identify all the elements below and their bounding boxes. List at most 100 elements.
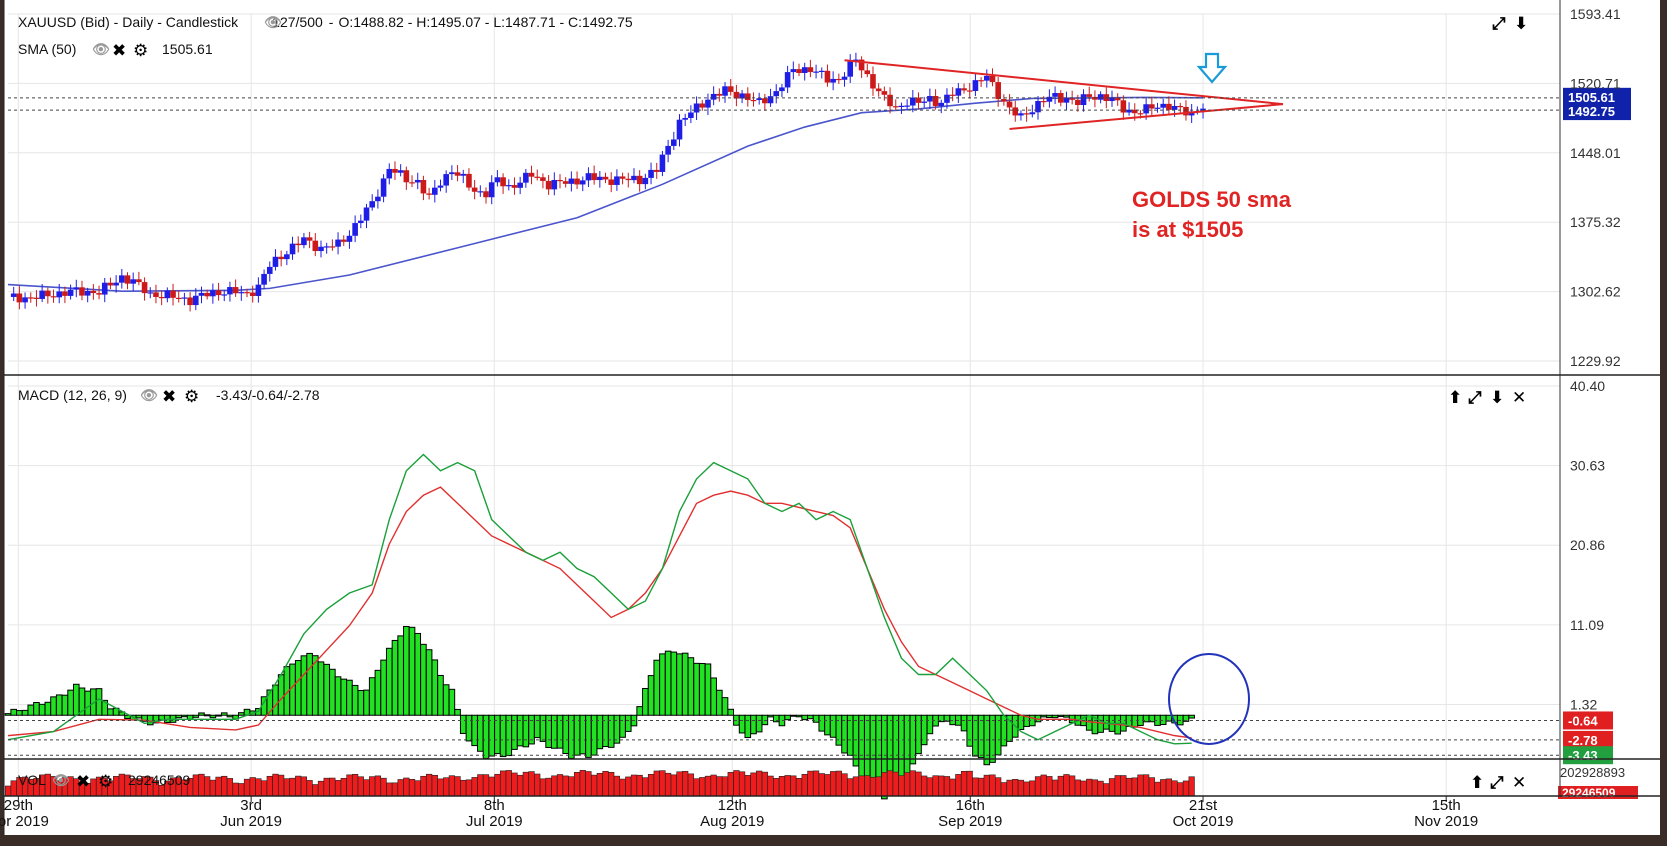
macd-histogram-bar bbox=[915, 714, 922, 755]
candle-body bbox=[22, 297, 28, 303]
candle-body bbox=[204, 292, 210, 297]
candle-body bbox=[471, 187, 478, 192]
macd-eye-icon[interactable]: 👁 bbox=[140, 388, 158, 404]
candle-body bbox=[1177, 105, 1184, 108]
candle-body bbox=[369, 201, 376, 208]
volume-bar bbox=[363, 779, 370, 797]
candle-body bbox=[966, 90, 973, 92]
candle-body bbox=[875, 88, 882, 92]
candle-body bbox=[477, 191, 484, 193]
volume-bar bbox=[784, 775, 791, 797]
sma-eye-icon[interactable]: 👁 bbox=[92, 42, 110, 58]
volume-bar bbox=[289, 777, 296, 797]
volume-bar bbox=[812, 770, 820, 797]
candle-body bbox=[619, 176, 626, 179]
candle-body bbox=[648, 169, 654, 178]
volume-bar bbox=[494, 773, 501, 797]
candle-body bbox=[722, 86, 728, 96]
volume-bar bbox=[10, 780, 17, 797]
x-tick-month: Aug 2019 bbox=[700, 813, 764, 830]
macd-histogram-bar bbox=[681, 652, 689, 716]
macd-histogram-bar bbox=[1188, 714, 1195, 719]
candle-body bbox=[295, 243, 302, 246]
candle-body bbox=[1131, 109, 1138, 114]
sma-remove-icon[interactable]: ✖ bbox=[112, 41, 126, 61]
candle-body bbox=[249, 292, 256, 296]
candle-body bbox=[989, 75, 996, 83]
volume-bar bbox=[431, 774, 438, 797]
volume-bar bbox=[716, 776, 723, 797]
candle-body bbox=[904, 105, 910, 107]
volume-close-icon[interactable]: ✕ bbox=[1512, 773, 1526, 793]
macd-close-icon[interactable]: ✕ bbox=[1512, 388, 1526, 408]
macd-histogram-bar bbox=[812, 714, 820, 723]
volume-move-up-icon[interactable]: ⬆ bbox=[1470, 773, 1484, 793]
candle-body bbox=[551, 179, 558, 190]
volume-bar bbox=[334, 780, 342, 797]
lower-trendline bbox=[1009, 103, 1284, 130]
candle-body bbox=[779, 87, 785, 92]
candle-body bbox=[215, 290, 222, 296]
volume-bar bbox=[260, 780, 268, 797]
macd-settings-gear-icon[interactable]: ⚙ bbox=[184, 387, 199, 407]
volume-eye-icon[interactable]: 👁 bbox=[52, 773, 70, 789]
candle-body bbox=[1120, 100, 1127, 113]
candle-body bbox=[727, 86, 734, 92]
macd-remove-icon[interactable]: ✖ bbox=[162, 387, 176, 407]
macd-histogram-bar bbox=[795, 714, 803, 718]
candle-body bbox=[1109, 98, 1115, 102]
volume-bar bbox=[477, 774, 484, 797]
candle-body bbox=[1114, 98, 1121, 101]
price-move-down-icon[interactable]: ⬇ bbox=[1514, 14, 1528, 34]
candle-body bbox=[301, 237, 307, 246]
volume-bar bbox=[545, 777, 552, 797]
volume-label: VOL bbox=[18, 772, 46, 788]
volume-bar bbox=[323, 777, 330, 797]
macd-histogram-bar bbox=[761, 714, 769, 726]
volume-bar bbox=[346, 774, 353, 797]
macd-histogram-bar bbox=[903, 714, 911, 776]
volume-bar bbox=[710, 774, 717, 797]
candle-body bbox=[278, 256, 284, 260]
volume-bar bbox=[272, 773, 279, 797]
macd-move-up-icon[interactable]: ⬆ bbox=[1448, 388, 1462, 408]
volume-expand-icon[interactable]: ⤢ bbox=[1490, 773, 1504, 793]
sma-settings-gear-icon[interactable]: ⚙ bbox=[133, 41, 148, 61]
volume-settings-gear-icon[interactable]: ⚙ bbox=[98, 772, 113, 792]
candle-body bbox=[528, 172, 535, 177]
volume-bar bbox=[1029, 780, 1036, 797]
macd-expand-icon[interactable]: ⤢ bbox=[1468, 388, 1482, 408]
volume-bar bbox=[1188, 776, 1195, 797]
candle-body bbox=[1149, 104, 1155, 109]
candle-body bbox=[124, 275, 131, 284]
candle-body bbox=[27, 297, 34, 299]
grid-lines bbox=[8, 13, 1560, 796]
volume-remove-icon[interactable]: ✖ bbox=[76, 772, 90, 792]
macd-histogram-bar bbox=[824, 714, 831, 736]
candle-body bbox=[1183, 106, 1189, 116]
price-badge bbox=[1563, 87, 1631, 106]
macd-badge-label: -2.78 bbox=[1568, 733, 1598, 748]
candle-body bbox=[653, 169, 660, 172]
candle-body bbox=[181, 297, 188, 299]
price-expand-icon[interactable]: ⤢ bbox=[1492, 14, 1506, 34]
volume-bar bbox=[1165, 778, 1172, 797]
macd-histogram-bar bbox=[380, 659, 387, 716]
visibility-eye-icon[interactable]: 👁 bbox=[264, 15, 282, 31]
candle-body bbox=[608, 179, 615, 185]
candle-body bbox=[1040, 101, 1047, 103]
macd-histogram-bar bbox=[175, 714, 183, 719]
candle-body bbox=[488, 182, 495, 198]
candle-body bbox=[591, 173, 597, 181]
candle-body bbox=[312, 240, 319, 252]
volume-bar bbox=[1120, 775, 1127, 797]
candle-body bbox=[1012, 107, 1019, 116]
macd-move-down-icon[interactable]: ⬇ bbox=[1490, 388, 1504, 408]
volume-bar bbox=[892, 771, 899, 797]
price-badge-label: 1492.75 bbox=[1568, 104, 1615, 119]
candle-body bbox=[887, 94, 893, 107]
macd-histogram-bar bbox=[33, 702, 40, 716]
volume-bar bbox=[522, 771, 529, 797]
